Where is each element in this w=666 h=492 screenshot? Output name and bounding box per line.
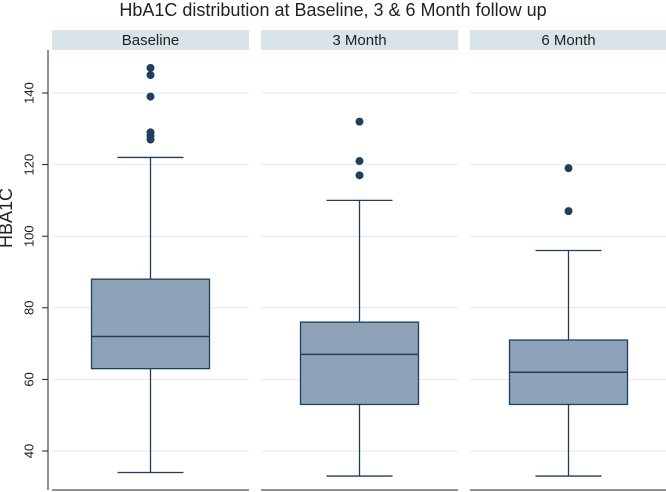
- outlier-point: [146, 71, 155, 80]
- y-tick-label: 120: [21, 154, 36, 176]
- outlier-point: [146, 92, 155, 101]
- outlier-point: [355, 157, 364, 166]
- outlier-point: [146, 63, 155, 72]
- y-tick-label: 100: [21, 225, 36, 247]
- box-iqr: [90, 278, 211, 370]
- chart-title: HbA1C distribution at Baseline, 3 & 6 Mo…: [119, 0, 547, 20]
- panel-header: [261, 30, 458, 50]
- outlier-point: [564, 207, 573, 216]
- box-iqr: [299, 321, 420, 406]
- outlier-point: [355, 171, 364, 180]
- panel-header: [52, 30, 249, 50]
- outlier-point: [355, 117, 364, 126]
- panel-label: 6 Month: [541, 32, 595, 49]
- y-tick-label: 60: [21, 372, 36, 386]
- panel-label: Baseline: [122, 32, 180, 49]
- panel-label: 3 Month: [332, 32, 386, 49]
- outlier-point: [146, 128, 155, 137]
- outlier-point: [564, 164, 573, 173]
- y-tick-label: 140: [21, 82, 36, 104]
- panel-header: [470, 30, 666, 50]
- y-tick-label: 80: [21, 301, 36, 315]
- y-tick-label: 40: [21, 444, 36, 458]
